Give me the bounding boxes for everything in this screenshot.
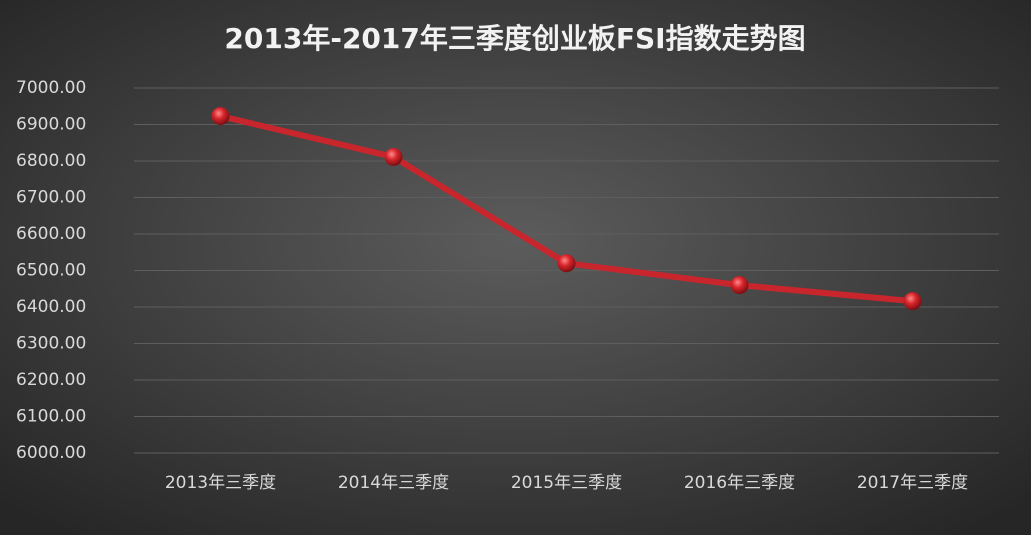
point bbox=[903, 292, 922, 311]
y-tick-label: 6700.00 bbox=[16, 188, 86, 208]
y-tick-label: 6800.00 bbox=[16, 151, 86, 171]
y-tick-label: 6500.00 bbox=[16, 261, 86, 281]
y-tick-label: 7000.00 bbox=[16, 78, 86, 98]
point bbox=[384, 147, 403, 166]
x-tick-label: 2015年三季度 bbox=[511, 473, 622, 493]
x-tick-label: 2016年三季度 bbox=[684, 473, 795, 493]
y-tick-label: 6100.00 bbox=[16, 407, 86, 427]
x-tick-label: 2014年三季度 bbox=[338, 473, 449, 493]
y-tick-label: 6600.00 bbox=[16, 224, 86, 244]
y-tick-label: 6300.00 bbox=[16, 334, 86, 354]
y-tick-label: 6900.00 bbox=[16, 115, 86, 135]
y-tick-label: 6000.00 bbox=[16, 443, 86, 463]
x-tick-label: 2017年三季度 bbox=[857, 473, 968, 493]
y-tick-label: 6200.00 bbox=[16, 370, 86, 390]
point bbox=[730, 276, 749, 295]
point bbox=[211, 107, 230, 126]
point bbox=[557, 254, 576, 273]
chart-title: 2013年-2017年三季度创业板FSI指数走势图 bbox=[224, 22, 805, 55]
x-tick-label: 2013年三季度 bbox=[165, 473, 276, 493]
y-tick-label: 6400.00 bbox=[16, 297, 86, 317]
